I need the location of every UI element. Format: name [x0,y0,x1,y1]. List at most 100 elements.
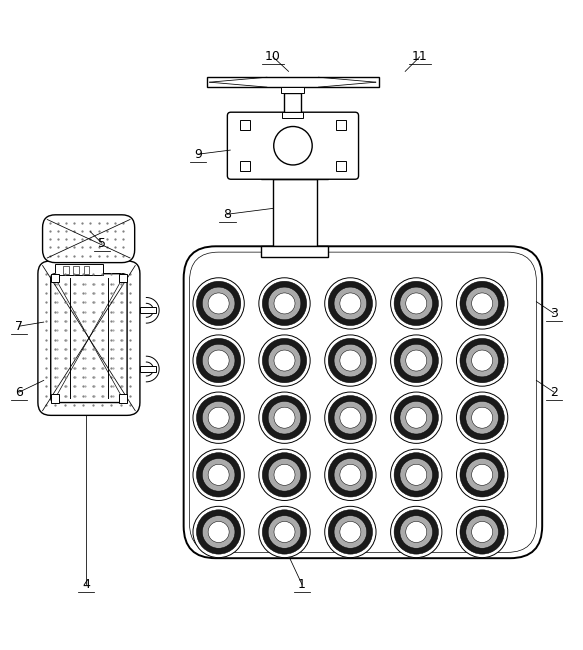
Circle shape [268,515,301,549]
Circle shape [202,458,235,491]
Bar [240,120,250,130]
Circle shape [262,396,307,440]
Circle shape [328,396,373,440]
Bar [119,395,127,402]
Text: 9: 9 [194,148,202,161]
Bar [261,172,328,179]
Circle shape [259,278,310,329]
Circle shape [460,452,504,497]
Circle shape [472,464,493,486]
Circle shape [208,407,229,428]
Bar [336,120,346,130]
Circle shape [456,278,508,329]
Text: 2: 2 [550,385,558,398]
Circle shape [472,407,493,428]
Circle shape [268,401,301,434]
Circle shape [394,452,438,497]
FancyBboxPatch shape [43,214,135,263]
Bar [51,395,59,402]
Circle shape [391,335,442,386]
Circle shape [466,458,498,491]
Circle shape [460,396,504,440]
Circle shape [400,401,433,434]
Circle shape [196,452,241,497]
Circle shape [259,506,310,558]
Circle shape [340,464,361,486]
Circle shape [268,287,301,320]
Circle shape [394,510,438,554]
Circle shape [208,521,229,543]
Circle shape [400,344,433,377]
Circle shape [466,401,498,434]
Circle shape [334,458,367,491]
Circle shape [391,506,442,558]
Circle shape [334,344,367,377]
Circle shape [460,339,504,383]
Text: 7: 7 [15,320,23,333]
Circle shape [391,449,442,500]
Circle shape [340,350,361,371]
Circle shape [460,281,504,326]
Text: 1: 1 [298,578,306,591]
Circle shape [259,449,310,500]
Circle shape [394,396,438,440]
Circle shape [196,339,241,383]
Circle shape [406,407,427,428]
Circle shape [325,449,376,500]
Circle shape [274,127,312,165]
Circle shape [456,506,508,558]
Circle shape [391,392,442,443]
Circle shape [466,344,498,377]
Circle shape [193,506,244,558]
Circle shape [208,464,229,486]
Circle shape [259,335,310,386]
Circle shape [268,458,301,491]
Circle shape [193,449,244,500]
Circle shape [456,335,508,386]
Circle shape [334,287,367,320]
Circle shape [400,287,433,320]
Circle shape [391,278,442,329]
Circle shape [466,287,498,320]
Circle shape [472,293,493,314]
Circle shape [328,452,373,497]
Circle shape [328,510,373,554]
Bar [282,112,303,118]
FancyBboxPatch shape [189,252,536,552]
Circle shape [334,401,367,434]
Circle shape [274,407,295,428]
Circle shape [406,464,427,486]
Circle shape [325,335,376,386]
Circle shape [456,392,508,443]
Circle shape [196,510,241,554]
Circle shape [274,350,295,371]
Circle shape [274,521,295,543]
Bar [261,246,328,257]
Circle shape [406,293,427,314]
Text: 10: 10 [265,50,281,63]
Circle shape [202,401,235,434]
Bar [84,266,90,274]
Bar [51,274,59,282]
Circle shape [400,458,433,491]
Circle shape [456,449,508,500]
FancyBboxPatch shape [227,112,359,179]
Circle shape [328,339,373,383]
Bar [119,274,127,282]
Circle shape [274,464,295,486]
Circle shape [340,407,361,428]
Bar [284,93,301,112]
Circle shape [394,281,438,326]
Bar [273,179,317,246]
Circle shape [466,515,498,549]
Circle shape [460,510,504,554]
Circle shape [340,521,361,543]
Bar [140,366,156,372]
Circle shape [262,339,307,383]
Circle shape [406,350,427,371]
Circle shape [196,396,241,440]
Circle shape [259,392,310,443]
Circle shape [193,278,244,329]
FancyBboxPatch shape [38,261,140,415]
Text: 8: 8 [223,208,231,221]
